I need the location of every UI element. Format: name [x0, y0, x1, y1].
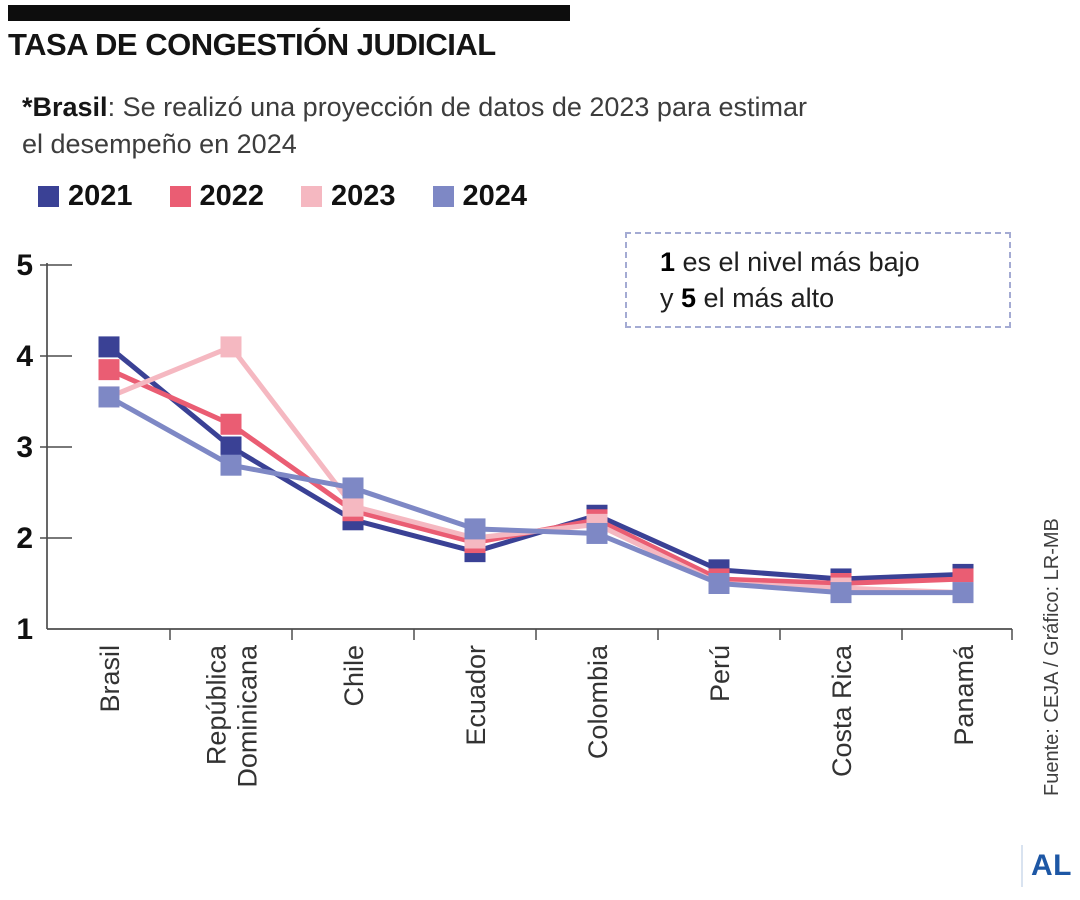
scale-note-min: 1	[660, 247, 676, 277]
y-tick-label-4: 4	[16, 340, 33, 373]
category-labels: Brasil República Dominicana Chile Ecuador Col…	[95, 644, 979, 788]
legend-label-2022: 2022	[199, 180, 265, 212]
judicial-congestion-line-chart: 1 2 3 4 5 Brasil República Dominicana Chile Ecuad…	[16, 249, 1063, 796]
marker-2021-1	[220, 436, 242, 458]
legend-label-2024: 2024	[462, 180, 528, 212]
marker-2021-0	[98, 336, 120, 358]
series-2022	[98, 359, 974, 594]
footnote-brasil: *Brasil: Se realizó una proyección de da…	[22, 89, 982, 163]
marker-2023-1	[220, 336, 242, 358]
legend-swatch-2021	[38, 186, 59, 207]
line-2022	[107, 367, 964, 587]
y-tick-label-5: 5	[16, 249, 33, 282]
al-logo-text: AL	[1031, 849, 1072, 882]
legend-swatch-2024	[432, 186, 454, 207]
legend-item-2023: 2023	[301, 180, 396, 213]
legend-swatch-2023	[301, 186, 323, 207]
footnote-bold-term: *Brasil	[22, 92, 108, 122]
page-title: TASA DE CONGESTIÓN JUDICIAL	[8, 27, 496, 62]
marker-2024-1	[220, 454, 242, 476]
scale-note-max: 5	[681, 283, 697, 313]
category-label-chile: Chile	[339, 645, 369, 707]
legend-label-2021: 2021	[68, 180, 133, 212]
scale-note-text: 1 es el nivel más bajo y 5 el más alto	[627, 234, 1009, 316]
scale-note-line2-pre: y	[660, 283, 682, 313]
scale-note-box: 1 es el nivel más bajo y 5 el más alto	[625, 232, 1011, 328]
line-2024	[107, 394, 963, 596]
source-credit: Fuente: CEJA / Gráfico: LR-MB	[1041, 518, 1063, 796]
al-logo: AL	[1021, 845, 1072, 887]
marker-2024-7	[952, 582, 974, 604]
y-tick-label-3: 3	[16, 431, 33, 464]
axes: 1 2 3 4 5	[16, 249, 1013, 646]
legend-swatch-2022	[169, 186, 191, 207]
marker-2022-1	[220, 413, 242, 435]
category-label-república-dominicana: República	[202, 644, 232, 765]
footnote-line2: el desempeño en 2024	[22, 129, 297, 159]
category-label-colombia: Colombia	[583, 644, 613, 759]
category-label-ecuador: Ecuador	[461, 645, 491, 746]
marker-2024-5	[708, 573, 730, 594]
legend-item-2021: 2021	[38, 180, 133, 213]
top-black-bar	[8, 5, 570, 21]
category-label-perú: Perú	[705, 645, 735, 702]
marker-2024-0	[98, 386, 120, 408]
marker-2024-4	[586, 522, 608, 544]
y-tick-label-2: 2	[16, 522, 33, 555]
legend-item-2024: 2024	[432, 180, 528, 213]
scale-note-line1: es el nivel más bajo	[675, 247, 920, 277]
marker-2023-2	[342, 495, 364, 517]
footnote-line1: : Se realizó una proyección de datos de …	[107, 92, 807, 122]
category-label-república-dominicana: Dominicana	[233, 644, 263, 788]
category-label-brasil: Brasil	[95, 645, 125, 713]
series-2024	[98, 386, 974, 604]
marker-2024-3	[464, 518, 486, 540]
marker-2022-0	[98, 359, 120, 381]
scale-note-line2: el más alto	[696, 283, 835, 313]
chart-legend: 2021 2022 2023 2024	[38, 180, 564, 213]
category-label-panamá: Panamá	[949, 644, 979, 746]
category-label-costa-rica: Costa Rica	[827, 644, 857, 777]
y-tick-label-1: 1	[16, 613, 33, 646]
legend-label-2023: 2023	[331, 180, 396, 212]
legend-item-2022: 2022	[169, 180, 265, 213]
marker-2024-2	[342, 477, 364, 499]
marker-2024-6	[830, 582, 852, 604]
